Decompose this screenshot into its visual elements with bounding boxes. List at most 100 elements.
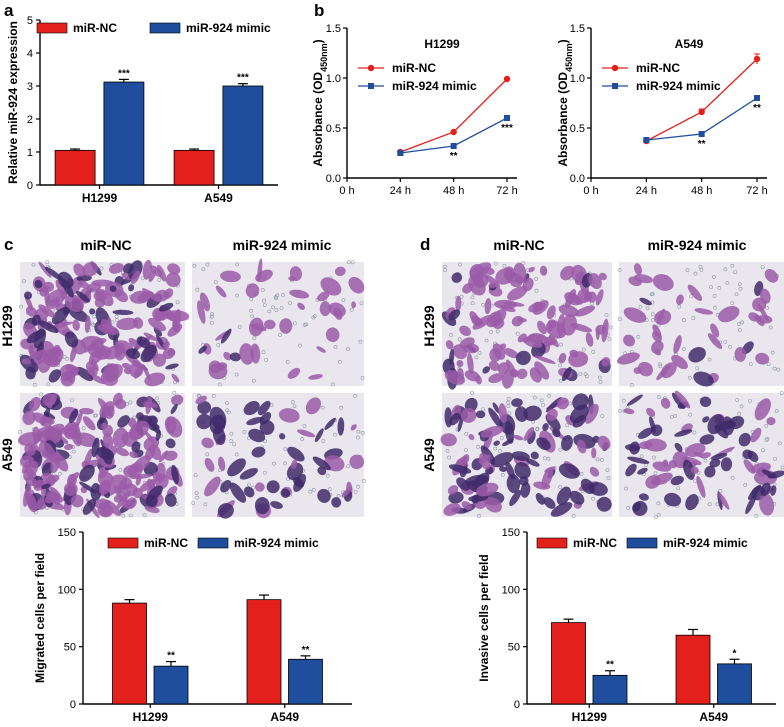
stained-cell xyxy=(349,454,365,470)
stained-cell xyxy=(337,417,345,436)
membrane-pore xyxy=(578,372,583,376)
membrane-pore xyxy=(621,398,626,403)
membrane-pore xyxy=(361,479,366,483)
stained-cell xyxy=(569,490,585,505)
stained-cell xyxy=(64,331,79,348)
membrane-pore xyxy=(321,439,326,443)
x-tick-label: H1299 xyxy=(133,710,169,722)
membrane-pore xyxy=(353,489,358,494)
stained-cell xyxy=(443,503,461,516)
stained-cell xyxy=(639,297,652,306)
membrane-pore xyxy=(618,409,622,414)
stained-cell xyxy=(459,325,472,337)
membrane-pore xyxy=(356,429,361,434)
chart-c-migration: 0 50 100 150 Migrated cells per field H1299 **… xyxy=(33,527,352,724)
membrane-pore xyxy=(652,455,656,460)
membrane-pore xyxy=(617,268,622,272)
stained-cell xyxy=(493,440,500,446)
stained-cell xyxy=(572,415,587,428)
membrane-pore xyxy=(339,405,344,410)
stained-cell xyxy=(656,364,671,381)
y-tick-label: 5 xyxy=(27,15,33,27)
stained-cell xyxy=(135,412,145,421)
stained-cell xyxy=(350,424,357,431)
significance-label: * xyxy=(733,648,737,659)
stained-cell xyxy=(451,272,463,283)
stained-cell xyxy=(525,458,540,467)
stained-cell xyxy=(153,326,163,337)
membrane-pore xyxy=(45,260,50,265)
stained-cell xyxy=(26,329,46,344)
y-tick-label: 2 xyxy=(27,114,33,126)
membrane-pore xyxy=(703,458,708,463)
stained-cell xyxy=(109,285,117,293)
stained-cell xyxy=(17,432,42,446)
membrane-pore xyxy=(31,262,36,267)
stained-cell xyxy=(209,414,226,435)
membrane-pore xyxy=(489,330,494,335)
membrane-pore xyxy=(695,366,700,371)
legend-swatch xyxy=(626,537,658,549)
significance-label: ** xyxy=(753,103,761,114)
micrograph-d-h1299-nc xyxy=(441,261,613,390)
stained-cell xyxy=(457,415,464,432)
stained-cell xyxy=(668,460,678,469)
membrane-pore xyxy=(768,325,773,330)
stained-cell xyxy=(523,405,542,422)
stained-cell xyxy=(577,288,591,304)
stained-cell xyxy=(558,352,567,364)
membrane-pore xyxy=(579,472,584,476)
y-tick-label: 50 xyxy=(64,642,76,654)
stained-cell xyxy=(558,304,579,317)
stained-cell xyxy=(102,432,114,450)
stained-cell xyxy=(488,407,503,429)
legend-entry: miR-NC xyxy=(636,61,680,75)
stained-cell xyxy=(448,309,461,321)
stained-cell xyxy=(757,303,769,321)
stained-cell xyxy=(625,444,641,451)
membrane-pore xyxy=(346,260,351,265)
stained-cell xyxy=(633,367,642,374)
stained-cell xyxy=(482,366,491,374)
membrane-pore xyxy=(681,347,686,351)
membrane-pore xyxy=(649,292,654,297)
membrane-pore xyxy=(312,314,317,319)
membrane-pore xyxy=(229,439,233,443)
bar xyxy=(153,665,189,705)
x-tick-label: 48 h xyxy=(691,185,712,197)
membrane-pore xyxy=(191,501,196,505)
stained-cell xyxy=(68,408,79,424)
stained-cell xyxy=(266,480,280,494)
stained-cell xyxy=(515,350,531,366)
stained-cell xyxy=(131,441,141,453)
stained-cell xyxy=(41,483,51,490)
stained-cell xyxy=(43,411,56,420)
stained-cell xyxy=(653,349,662,356)
stained-cell xyxy=(696,475,706,498)
y-tick-label: 50 xyxy=(508,642,520,654)
stained-cell xyxy=(70,366,80,375)
stained-cell xyxy=(585,332,594,347)
membrane-pore xyxy=(320,405,325,410)
stained-cell xyxy=(34,279,43,289)
stained-cell xyxy=(136,336,151,349)
stained-cell xyxy=(513,262,527,284)
stained-cell xyxy=(246,416,264,426)
stained-cell xyxy=(102,363,119,382)
stained-cell xyxy=(44,442,58,463)
stained-cell xyxy=(100,319,114,333)
membrane-pore xyxy=(617,317,622,322)
stained-cell xyxy=(717,491,723,511)
stained-cell xyxy=(288,276,296,281)
stained-cell xyxy=(543,497,556,509)
x-tick-label: H1299 xyxy=(572,710,608,722)
stained-cell xyxy=(26,493,38,513)
stained-cell xyxy=(278,408,300,423)
stained-cell xyxy=(449,412,461,426)
membrane-pore xyxy=(723,339,728,344)
stained-cell xyxy=(132,317,144,329)
stained-cell xyxy=(243,401,260,416)
row-header-h1299: H1299 xyxy=(0,305,15,346)
stained-cell xyxy=(156,264,167,282)
